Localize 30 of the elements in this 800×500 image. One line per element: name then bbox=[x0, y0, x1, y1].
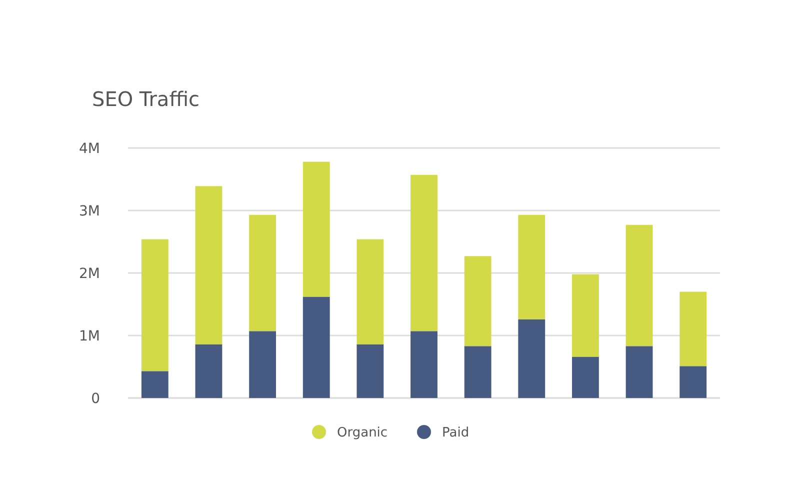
bar bbox=[356, 239, 384, 344]
bar bbox=[680, 366, 707, 398]
bar bbox=[302, 296, 330, 398]
bar bbox=[195, 344, 222, 398]
y-tick-label: 4M bbox=[79, 140, 100, 157]
bar bbox=[249, 214, 276, 332]
bar bbox=[141, 371, 168, 398]
bar bbox=[249, 331, 276, 398]
bar bbox=[518, 319, 546, 398]
bar bbox=[464, 346, 492, 398]
bar bbox=[195, 186, 222, 344]
legend-label: Organic bbox=[337, 426, 388, 441]
bar bbox=[626, 224, 653, 346]
bar bbox=[626, 346, 653, 398]
bar bbox=[302, 162, 330, 297]
legend-label: Paid bbox=[442, 426, 470, 441]
y-tick-label: 1M bbox=[79, 328, 100, 344]
y-tick-label: 3M bbox=[79, 203, 100, 220]
bar bbox=[680, 292, 707, 366]
y-tick-label: 0 bbox=[91, 390, 100, 407]
bar bbox=[518, 214, 546, 320]
bar bbox=[464, 256, 492, 346]
chart-title: SEO Traffic bbox=[92, 87, 200, 111]
bar bbox=[572, 356, 599, 398]
bar bbox=[141, 239, 168, 372]
y-tick-label: 2M bbox=[79, 266, 100, 282]
bar bbox=[356, 344, 384, 398]
bar bbox=[410, 174, 438, 332]
bar bbox=[410, 331, 438, 398]
bar bbox=[572, 274, 599, 357]
